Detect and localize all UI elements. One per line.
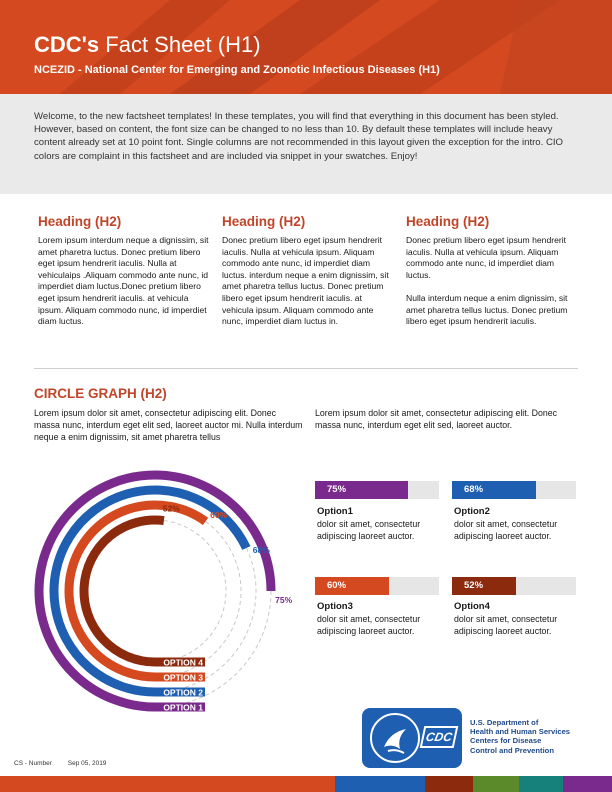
column-heading: Heading (H2): [38, 214, 122, 229]
column-1: Heading (H2) Lorem ipsum interdum neque …: [38, 214, 210, 328]
circle-graph-heading: CIRCLE GRAPH (H2): [34, 386, 167, 401]
title-rest: Fact Sheet (H1): [105, 32, 261, 57]
footer-stripe-green: [473, 776, 519, 792]
arc-value-3: 60%: [210, 510, 227, 520]
arc-label-3: OPTION 3: [163, 673, 203, 683]
circle-graph-text-left: Lorem ipsum dolor sit amet, consectetur …: [34, 408, 303, 442]
intro-text: Welcome, to the new factsheet templates!…: [34, 111, 564, 162]
option-1: Option1 dolor sit amet, consectetur adip…: [317, 506, 447, 543]
footer-meta: CS - Number Sep 05, 2019: [14, 760, 106, 767]
option-4-percent: 52%: [464, 580, 484, 591]
page-title: CDC's Fact Sheet (H1): [34, 32, 261, 58]
arc-track-3: [154, 521, 242, 678]
option-3-bar-fill: [315, 577, 390, 595]
arc-option-3: [64, 500, 209, 682]
section-divider: [34, 368, 578, 369]
circle-graph-text-right: Lorem ipsum dolor sit amet, consectetur …: [315, 408, 558, 430]
option-4-bar: 52%: [452, 577, 576, 595]
cdc-logo-text: CDC: [419, 726, 459, 748]
option-2-percent: 68%: [464, 484, 484, 495]
document-date: Sep 05, 2019: [67, 760, 107, 767]
arc-tail-2: [155, 687, 205, 697]
document-number: CS - Number: [14, 760, 52, 767]
option-3-percent: 60%: [327, 580, 347, 591]
hhs-line: Health and Human Services: [470, 727, 571, 737]
option-3: Option3 dolor sit amet, consectetur adip…: [317, 601, 447, 638]
footer-stripe-purple: [563, 776, 612, 792]
option-4-description: dolor sit amet, consectetur adipiscing l…: [454, 614, 558, 636]
page-subtitle: NCEZID - National Center for Emerging an…: [34, 64, 440, 76]
arc-value-2: 68%: [253, 545, 270, 555]
arc-label-1: OPTION 1: [163, 703, 203, 713]
hhs-line: Control and Prevention: [470, 745, 554, 755]
column-paragraph: Donec pretium libero eget ipsum hendreri…: [222, 235, 389, 327]
arc-label-4: OPTION 4: [163, 658, 203, 668]
intro-box: Welcome, to the new factsheet templates!…: [0, 94, 612, 194]
option-1-bar-fill: [315, 481, 408, 499]
option-2-name: Option2: [454, 506, 490, 517]
column-heading: Heading (H2): [406, 214, 490, 229]
option-3-bar: 60%: [315, 577, 439, 595]
column-paragraph: Nulla interdum neque a enim dignissim, s…: [406, 292, 568, 327]
column-3: Heading (H2) Donec pretium libero eget i…: [406, 214, 578, 328]
banner-stripes: [60, 0, 612, 94]
option-1-percent: 75%: [327, 484, 347, 495]
hhs-text-block: U.S. Department of Health and Human Serv…: [470, 718, 600, 755]
arc-track-2: [154, 547, 257, 693]
hhs-line: U.S. Department of: [470, 718, 539, 727]
option-4-bar-fill: [452, 577, 517, 595]
column-2: Heading (H2) Donec pretium libero eget i…: [222, 214, 394, 328]
option-1-bar: 75%: [315, 481, 439, 499]
column-paragraph: Donec pretium libero eget ipsum hendreri…: [406, 235, 567, 280]
option-3-name: Option3: [317, 601, 353, 612]
header-banner: CDC's Fact Sheet (H1) NCEZID - National …: [0, 0, 612, 94]
arc-option-2: [49, 485, 251, 697]
footer-stripe-teal: [519, 776, 563, 792]
option-1-name: Option1: [317, 506, 353, 517]
arc-label-2: OPTION 2: [163, 688, 203, 698]
footer-stripe-orange: [0, 776, 335, 792]
arc-value-1: 75%: [275, 595, 292, 605]
title-bold: CDC's: [34, 32, 100, 57]
hhs-line: Centers for Disease: [470, 736, 542, 746]
option-1-description: dolor sit amet, consectetur adipiscing l…: [317, 519, 421, 541]
arc-option-4: [79, 515, 205, 667]
option-4-name: Option4: [454, 601, 490, 612]
arc-tail-1: [155, 702, 205, 712]
arc-value-4: 52%: [163, 504, 180, 514]
footer-stripe-blue: [335, 776, 425, 792]
footer-stripe-brown: [425, 776, 473, 792]
option-2-bar-fill: [452, 481, 537, 499]
column-paragraph: Lorem ipsum interdum neque a dignissim, …: [38, 235, 209, 327]
arc-tail-3: [155, 672, 205, 682]
column-heading: Heading (H2): [222, 214, 306, 229]
circle-graph: OPTION 1 75% OPTION 2 68% OPTION 3 60% OPTION …: [34, 470, 293, 713]
option-3-description: dolor sit amet, consectetur adipiscing l…: [317, 614, 421, 636]
option-4: Option4 dolor sit amet, consectetur adip…: [454, 601, 584, 638]
option-2: Option2 dolor sit amet, consectetur adip…: [454, 506, 584, 543]
hhs-seal-icon: [370, 713, 420, 763]
arc-tail-4: [155, 657, 205, 667]
option-2-description: dolor sit amet, consectetur adipiscing l…: [454, 519, 558, 541]
arc-option-1: [34, 470, 276, 712]
arc-track-4: [154, 520, 227, 663]
option-2-bar: 68%: [452, 481, 576, 499]
hhs-cdc-logo: CDC: [362, 708, 462, 768]
